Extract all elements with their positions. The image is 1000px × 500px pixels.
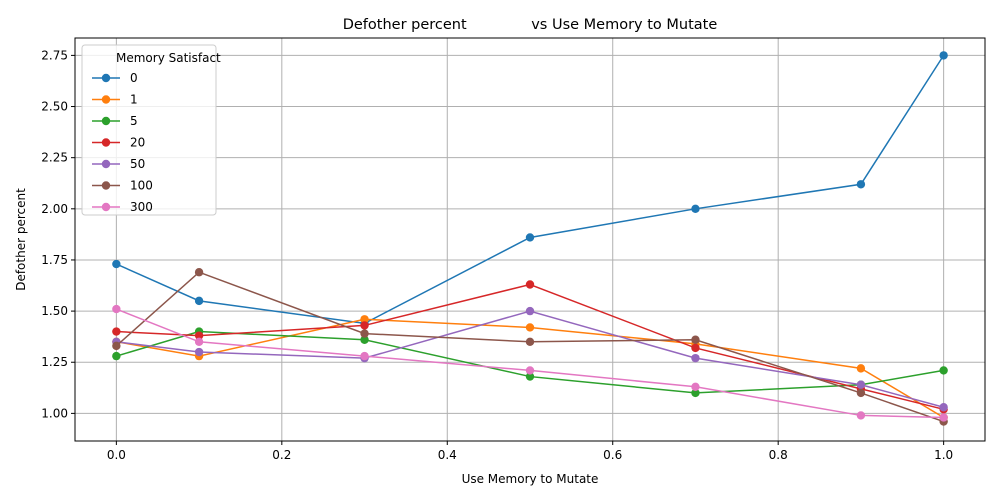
legend-item-50: 50 [92,157,145,171]
data-point [691,335,700,344]
chart-title: Defother percent vs Use Memory to Mutate [343,17,718,33]
data-point [525,337,535,346]
data-point [194,347,204,357]
legend-item-100: 100 [92,179,153,193]
series-0 [112,51,948,328]
y-axis: 1.00 1.25 1.50 1.75 2.00 2.25 2.50 2.75 [41,48,75,420]
data-point [112,341,121,351]
legend-title: Memory Satisfact [116,51,221,65]
legend-label: 50 [130,157,145,171]
x-axis-label: Use Memory to Mutate [462,472,599,486]
data-point [112,304,121,314]
y-tick-label: 1.25 [41,355,68,369]
x-tick-label: 1.0 [934,448,953,462]
data-point [112,327,121,336]
data-point [194,296,204,306]
data-point [691,343,700,353]
legend-swatch-marker [101,73,111,83]
data-point [691,204,700,214]
data-point [525,372,535,381]
data-point [939,51,948,60]
data-point [525,366,535,375]
data-point [691,382,700,391]
y-tick-label: 1.50 [41,304,68,318]
data-point [194,268,204,277]
data-point [525,280,535,289]
legend-swatch-marker [101,116,111,126]
legend-label: 300 [130,200,153,214]
legend-label: 1 [130,93,138,107]
data-point [525,306,535,316]
data-point [939,366,948,375]
y-tick-label: 1.75 [41,253,68,267]
y-tick-label: 2.75 [41,48,68,62]
data-point [194,331,204,340]
x-tick-label: 0.8 [769,448,788,462]
data-point [691,388,700,398]
legend-swatch-marker [101,159,111,169]
legend: Memory Satisfact 0 1 5 20 50 100 300 [81,44,221,216]
data-point [112,259,121,269]
legend-label: 100 [130,179,153,193]
legend-item-5: 5 [92,114,138,128]
data-point [939,413,948,422]
legend-label: 20 [130,136,145,150]
y-tick-label: 2.50 [41,100,68,114]
y-tick-label: 2.00 [41,202,68,216]
data-point [194,337,204,346]
data-point [525,233,535,242]
data-point [856,180,866,189]
y-axis-label: Defother percent [14,188,28,291]
x-axis: 0.0 0.2 0.4 0.6 0.8 1.0 [107,441,953,462]
y-tick-label: 2.25 [41,151,68,165]
series-50 [112,306,948,412]
legend-item-0: 0 [92,71,138,85]
data-point [525,323,535,332]
data-point [856,364,866,373]
x-tick-label: 0.2 [272,448,291,462]
series-group [112,51,948,426]
series-300 [112,304,948,422]
legend-item-20: 20 [92,136,145,150]
x-tick-label: 0.6 [603,448,622,462]
legend-box [81,44,217,216]
plot-area-frame [74,37,986,442]
data-point [360,335,369,344]
legend-swatch-marker [101,138,111,147]
legend-item-1: 1 [92,93,138,107]
y-tick-label: 1.00 [41,406,68,420]
legend-swatch-marker [101,181,111,190]
x-tick-label: 0.4 [438,448,457,462]
legend-item-300: 300 [92,200,153,214]
legend-label: 5 [130,114,138,128]
data-point [691,353,700,363]
data-point [856,388,866,398]
data-point [112,351,121,361]
series-100 [112,268,948,426]
data-point [360,315,369,324]
grid [75,38,985,441]
legend-swatch-marker [101,202,111,212]
data-point [856,411,866,420]
data-point [856,380,866,389]
data-point [360,329,369,338]
legend-label: 0 [130,71,138,85]
data-point [939,403,948,412]
legend-swatch-marker [101,95,111,104]
data-point [360,351,369,361]
x-tick-label: 0.0 [107,448,126,462]
data-point [360,321,369,330]
